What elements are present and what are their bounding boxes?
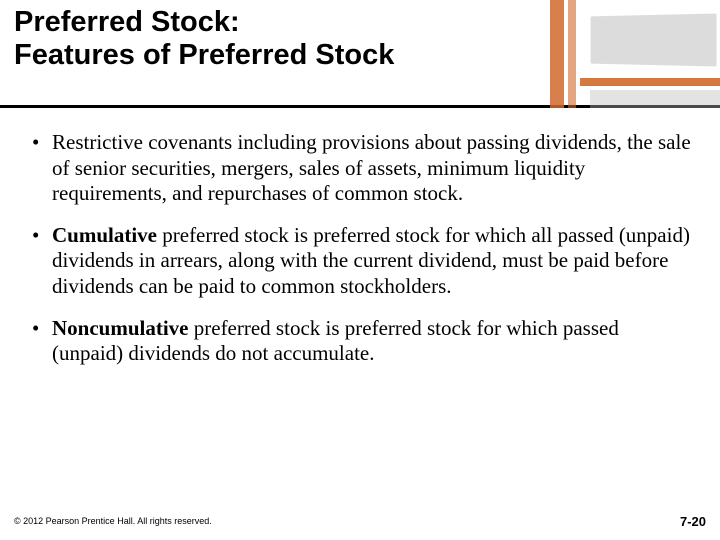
- slide: Preferred Stock: Features of Preferred S…: [0, 0, 720, 540]
- list-item: Cumulative preferred stock is preferred …: [28, 223, 692, 300]
- accent-bar-icon: [568, 0, 576, 108]
- list-item: Noncumulative preferred stock is preferr…: [28, 316, 692, 367]
- title-line-2: Features of Preferred Stock: [14, 39, 394, 71]
- accent-bar-icon: [550, 0, 564, 108]
- slide-content: Restrictive covenants including provisio…: [0, 108, 720, 540]
- list-item: Restrictive covenants including provisio…: [28, 130, 692, 207]
- copyright-text: © 2012 Pearson Prentice Hall. All rights…: [14, 516, 212, 526]
- bullet-bold-term: Cumulative: [52, 223, 157, 247]
- bullet-text: Restrictive covenants including provisio…: [52, 130, 691, 205]
- title-line-1: Preferred Stock:: [14, 6, 240, 38]
- slide-header: Preferred Stock: Features of Preferred S…: [0, 0, 720, 108]
- accent-bar-icon: [580, 78, 720, 86]
- slide-title: Preferred Stock: Features of Preferred S…: [14, 6, 545, 73]
- bullet-bold-term: Noncumulative: [52, 316, 189, 340]
- page-number: 7-20: [680, 514, 706, 529]
- decoration-shape-icon: [591, 14, 717, 67]
- header-decoration: [550, 0, 720, 108]
- slide-footer: © 2012 Pearson Prentice Hall. All rights…: [0, 510, 720, 540]
- bullet-list: Restrictive covenants including provisio…: [28, 130, 692, 367]
- decoration-shape-icon: [590, 90, 720, 108]
- title-container: Preferred Stock: Features of Preferred S…: [14, 6, 545, 73]
